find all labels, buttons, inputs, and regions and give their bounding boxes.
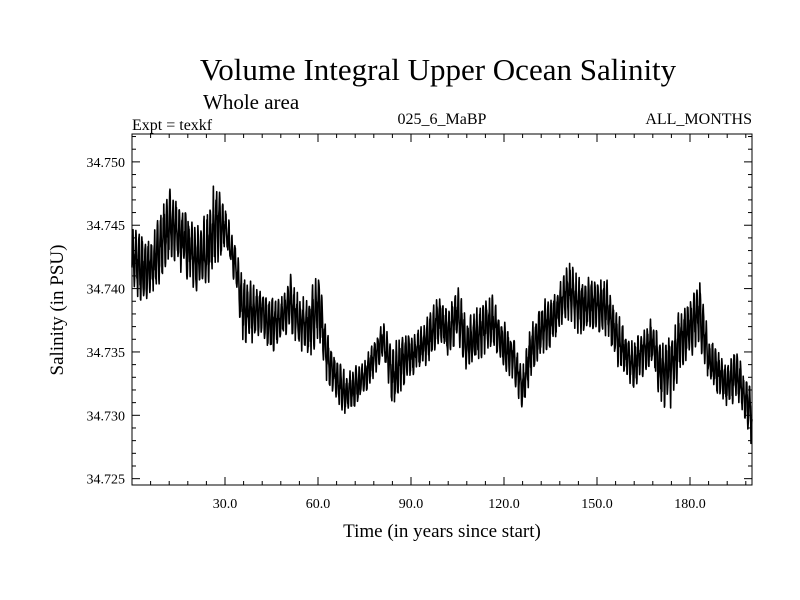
x-tick-label: 180.0	[674, 497, 706, 512]
series-line-salinity	[131, 185, 753, 445]
y-axis-label: Salinity (in PSU)	[47, 245, 68, 376]
series-layer	[131, 185, 753, 445]
x-tick-label: 60.0	[306, 497, 331, 512]
x-axis-label: Time (in years since start)	[343, 521, 541, 542]
y-tick-label: 34.745	[87, 219, 126, 234]
x-tick-label: 150.0	[581, 497, 613, 512]
y-tick-label: 34.725	[87, 473, 126, 488]
chart-subtitle: Whole area	[203, 90, 300, 114]
y-tick-label: 34.730	[87, 409, 126, 424]
chart-title: Volume Integral Upper Ocean Salinity	[200, 52, 677, 87]
y-tick-label: 34.735	[87, 346, 126, 361]
x-tick-label: 120.0	[488, 497, 520, 512]
months-label: ALL_MONTHS	[645, 111, 752, 128]
x-tick-label: 90.0	[399, 497, 424, 512]
x-tick-label: 30.0	[213, 497, 238, 512]
y-tick-label: 34.740	[87, 283, 126, 298]
y-tick-label: 34.750	[87, 156, 126, 171]
experiment-label: Expt = texkf	[132, 117, 213, 134]
tick-layer: 30.0 60.0 90.0 120.0 150.0 180.0 34.725 34.730 3…	[87, 134, 752, 512]
plot-frame	[131, 133, 753, 486]
run-label: 025_6_MaBP	[398, 111, 487, 128]
